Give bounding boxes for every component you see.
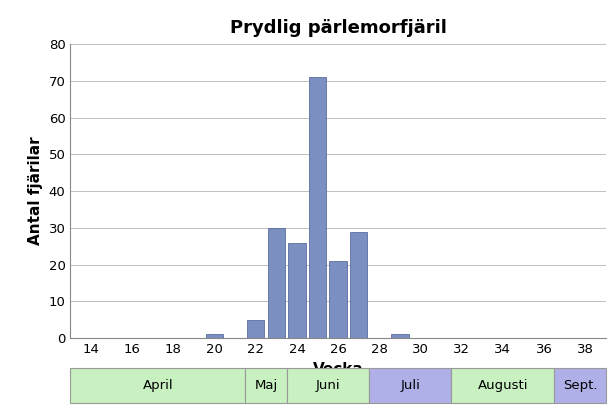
Y-axis label: Antal fjärilar: Antal fjärilar — [28, 137, 43, 245]
Bar — [554, 368, 606, 403]
Bar — [206, 334, 223, 338]
Bar — [70, 368, 245, 403]
Bar — [391, 334, 409, 338]
Bar — [247, 320, 264, 338]
Text: Juni: Juni — [316, 379, 340, 392]
Bar — [350, 231, 367, 338]
Bar — [309, 77, 326, 338]
Bar — [267, 228, 285, 338]
Text: April: April — [143, 379, 173, 392]
Bar — [286, 368, 369, 403]
Bar — [329, 261, 347, 338]
Text: Sept.: Sept. — [563, 379, 597, 392]
X-axis label: Vecka: Vecka — [313, 362, 364, 376]
Text: Augusti: Augusti — [477, 379, 528, 392]
Text: Maj: Maj — [255, 379, 278, 392]
Bar — [288, 242, 305, 338]
Text: Juli: Juli — [400, 379, 420, 392]
Bar — [369, 368, 452, 403]
Bar — [452, 368, 554, 403]
Title: Prydlig pärlemorfjäril: Prydlig pärlemorfjäril — [230, 19, 447, 37]
Bar — [245, 368, 286, 403]
